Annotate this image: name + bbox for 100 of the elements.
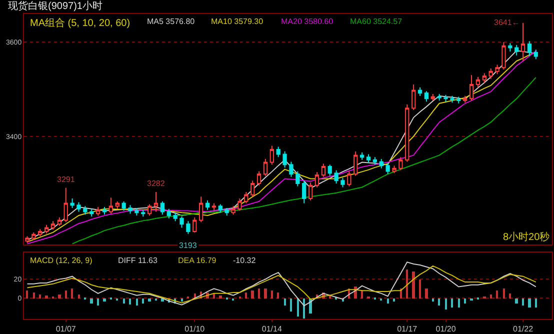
annotation: 3193 xyxy=(179,241,198,250)
candlestick xyxy=(83,206,88,216)
candlestick xyxy=(115,200,120,210)
bar xyxy=(438,298,440,306)
candlestick xyxy=(256,170,262,186)
bar xyxy=(277,292,279,299)
candlestick xyxy=(508,42,512,52)
bar xyxy=(45,296,48,299)
x-tick-label: 01/07 xyxy=(56,324,76,334)
bar xyxy=(97,298,99,306)
x-tick-label: 01/20 xyxy=(436,324,456,334)
text: DEA 16.79 xyxy=(178,256,217,265)
candlestick xyxy=(263,158,268,176)
annotation: 3282 xyxy=(147,179,166,188)
annotation: -10.32 xyxy=(233,256,256,265)
candlestick xyxy=(166,208,171,219)
x-tick-label: 01/17 xyxy=(397,324,418,334)
candlestick xyxy=(38,228,42,237)
candlestick xyxy=(463,95,468,103)
candlestick xyxy=(476,76,480,88)
candlestick xyxy=(231,206,236,216)
bar xyxy=(26,290,28,299)
bar xyxy=(425,288,428,299)
candlestick xyxy=(302,180,306,204)
bar xyxy=(33,292,35,299)
candlestick xyxy=(392,165,396,174)
candlestick xyxy=(64,187,68,223)
x-tick-label: 01/22 xyxy=(513,324,534,334)
bar xyxy=(103,298,106,302)
candlestick xyxy=(469,74,474,102)
candlestick xyxy=(70,198,74,208)
candlestick xyxy=(276,146,280,158)
bar xyxy=(496,290,498,299)
candlestick xyxy=(90,208,94,217)
candlestick xyxy=(495,64,500,75)
candlestick xyxy=(147,204,152,216)
candlestick xyxy=(372,156,377,166)
text: MA5 3576.80 xyxy=(147,17,196,26)
bar xyxy=(393,298,395,302)
bar xyxy=(39,294,41,299)
candlestick xyxy=(296,170,300,187)
bar xyxy=(303,298,305,319)
candlestick xyxy=(321,163,326,178)
bar xyxy=(361,290,363,299)
bar xyxy=(515,298,518,304)
candlestick xyxy=(154,191,158,212)
bar xyxy=(464,298,466,304)
legend-title: MA组合 (5, 10, 20, 60) xyxy=(30,17,130,29)
candlestick xyxy=(250,180,255,198)
legend-title: MACD (12, 26, 9) xyxy=(30,256,93,265)
candlestick xyxy=(244,191,248,204)
chart-title: 现货白银(9097)1小时 xyxy=(8,0,102,12)
text: MA20 3580.60 xyxy=(281,17,334,26)
text: DIFF 11.63 xyxy=(118,256,158,265)
candlestick xyxy=(57,216,62,226)
bar xyxy=(264,288,267,299)
bar xyxy=(271,290,273,299)
bar xyxy=(503,288,505,299)
candlestick xyxy=(430,93,435,102)
bar xyxy=(451,298,453,308)
bar xyxy=(445,298,447,310)
candlestick xyxy=(360,152,364,160)
candlestick xyxy=(340,177,345,188)
candlestick xyxy=(534,49,538,60)
bar xyxy=(90,298,93,304)
candlestick xyxy=(456,96,461,104)
candlestick xyxy=(444,94,448,102)
candlestick xyxy=(502,42,506,70)
bar xyxy=(123,298,125,304)
bar xyxy=(419,280,421,299)
bar xyxy=(251,290,254,299)
annotation: 3291 xyxy=(57,175,76,184)
candlestick xyxy=(437,93,442,102)
candlestick xyxy=(212,202,216,210)
candlestick xyxy=(405,104,410,162)
candlestick xyxy=(289,161,294,178)
candlestick xyxy=(482,72,486,84)
bar xyxy=(297,298,299,317)
candlestick xyxy=(32,232,36,240)
bar xyxy=(58,294,61,299)
bar xyxy=(136,298,138,306)
bar xyxy=(528,298,531,308)
candlestick xyxy=(282,150,287,168)
candlestick xyxy=(450,95,454,103)
candlestick xyxy=(270,145,274,166)
candlestick xyxy=(44,224,49,234)
bar xyxy=(406,270,408,299)
annotation: 8小时20秒 xyxy=(503,231,550,243)
candlestick xyxy=(334,170,338,184)
bar xyxy=(432,298,434,302)
candlestick xyxy=(218,204,222,214)
x-tick-label: 01/10 xyxy=(184,324,206,334)
candlestick xyxy=(186,220,190,234)
bar xyxy=(490,294,492,299)
candlestick xyxy=(25,236,30,244)
candlestick xyxy=(134,207,139,216)
bar xyxy=(129,298,131,305)
bar xyxy=(78,294,80,299)
candlestick xyxy=(102,206,107,216)
bar xyxy=(284,298,286,306)
